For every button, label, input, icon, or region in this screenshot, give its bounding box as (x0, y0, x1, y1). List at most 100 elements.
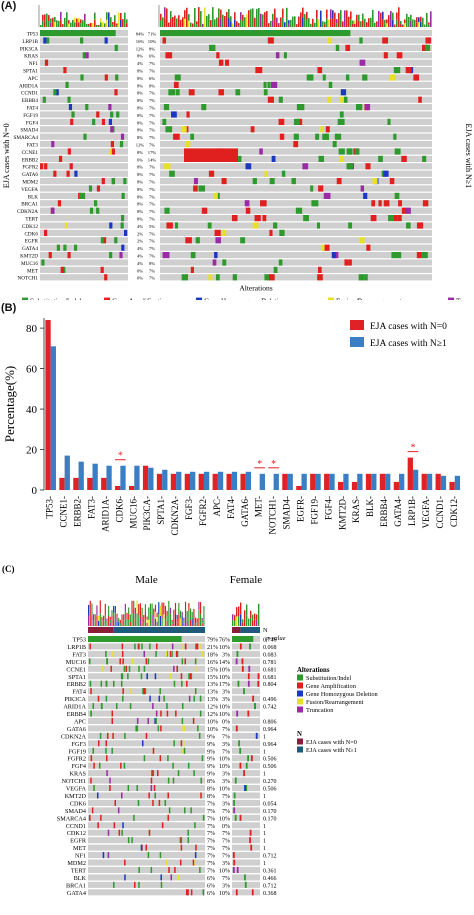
legend-label: Gene Homozygous Deletion (306, 691, 379, 698)
mutation-count-bar (183, 617, 185, 621)
oncoprint-cell (100, 266, 104, 273)
oncoprint-cell (175, 710, 177, 717)
oncoprint-cell (120, 222, 124, 229)
oncoprint-cell (156, 643, 158, 650)
pct-left-label: 4% (137, 61, 143, 66)
mutation-count-bar (332, 18, 334, 27)
oncoprint-cell (364, 104, 371, 111)
mutation-count-bar (276, 17, 278, 23)
bar-n0 (449, 481, 455, 490)
oncoprint-cell (394, 148, 401, 155)
mutation-count-bar (254, 619, 256, 626)
oncoprint-cell (245, 207, 251, 214)
oncoprint-cell (331, 252, 336, 259)
oncoprint-cell (110, 141, 114, 148)
oncoprint-cell (115, 703, 118, 710)
mutation-count-bar (160, 20, 162, 27)
pct-right-label: 7% (149, 120, 155, 125)
pct-left-label: 8% (137, 202, 143, 207)
legend-title-n: N (297, 731, 302, 738)
mutation-count-bar (396, 12, 398, 20)
oncoprint-row-bg (160, 111, 432, 118)
mutation-count-bar (68, 20, 70, 24)
mutation-count-bar (119, 622, 121, 626)
oncoprint-cell (105, 740, 107, 747)
oncoprint-cell (85, 104, 89, 111)
oncoprint-cell (201, 104, 207, 111)
oncoprint-row-bg (232, 822, 260, 829)
mutation-count-bar (244, 618, 246, 626)
gene-label: FAT4 (27, 106, 39, 112)
mutation-count-bar (274, 8, 276, 27)
mutation-count-bar (89, 617, 91, 626)
mutation-count-bar (392, 19, 394, 27)
oncoprint-cell (275, 52, 280, 59)
bar-n0 (212, 473, 218, 490)
mutation-count-bar (258, 17, 260, 27)
mutation-count-bar (402, 25, 404, 27)
oncoprint-cell (233, 792, 236, 799)
mutation-count-bar (156, 621, 158, 626)
oncoprint-row-bg (40, 163, 128, 170)
mutation-count-bar (108, 615, 110, 626)
mutation-count-bar (300, 12, 302, 27)
oncoprint-cell (181, 274, 189, 281)
mutation-count-bar (159, 615, 162, 626)
oncoprint-row-bg (232, 665, 260, 672)
oncoprint-cell (321, 244, 325, 251)
mutation-count-bar (354, 20, 356, 24)
mutation-count-bar (184, 601, 187, 614)
mutation-count-bar (68, 23, 70, 27)
bar-n1 (301, 473, 307, 490)
mutation-count-bar (366, 22, 368, 27)
oncoprint-cell (60, 266, 64, 273)
pct-left-label: 8% (137, 135, 143, 140)
mutation-count-bar (203, 612, 205, 620)
oncoprint-cell (148, 792, 150, 799)
mutation-count-bar (364, 18, 366, 27)
mutation-count-bar (121, 620, 123, 626)
legend-swatch-n1 (350, 337, 364, 347)
oncoprint-cell (169, 650, 172, 657)
oncoprint-cell (252, 695, 255, 702)
mutation-count-bar (228, 9, 230, 19)
oncoprint-cell (335, 44, 340, 51)
oncoprint-cell (91, 807, 94, 814)
oncoprint-cell (186, 111, 190, 118)
p-value: 1 (263, 824, 266, 830)
oncoprint-cell (295, 207, 303, 214)
oncoprint-cell (97, 695, 100, 702)
pct-right-label: 7% (149, 69, 155, 74)
mutation-count-bar (320, 10, 322, 28)
oncoprint-cell (160, 725, 162, 732)
gene-label: MDM2 (22, 180, 38, 186)
oncoprint-cell (146, 673, 148, 680)
oncoprint-cell (166, 710, 169, 717)
oncoprint-cell (69, 163, 73, 170)
p-value: 0.170 (263, 816, 277, 822)
pct-right-label: 7% (149, 106, 155, 111)
mutation-count-bar (183, 623, 185, 626)
bar-n0 (282, 473, 288, 490)
mutation-count-bar (114, 21, 116, 27)
oncoprint-cell (175, 89, 180, 96)
oncoprint-row-bg (40, 229, 128, 236)
mutation-count-bar (318, 19, 320, 27)
mutation-count-bar (134, 607, 136, 614)
oncoprint-cell (194, 859, 196, 866)
panel-b-bar-chart: (B) 0 20 40 60 80 Percentage(%) TP53- CCNE1- ERB… (0, 302, 474, 555)
mutation-count-bar (336, 19, 338, 24)
oncoprint-row-bg (40, 74, 128, 81)
oncoprint-cell (273, 266, 278, 273)
oncoprint-cell (359, 37, 363, 44)
oncoprint-cell (100, 814, 102, 821)
significance-mark: * (271, 459, 276, 470)
mutation-count-bar (342, 21, 344, 27)
pct-left-label: 8% (137, 217, 143, 222)
mutation-count-bar (99, 613, 101, 626)
female-pct-label: 10% (219, 675, 230, 681)
gene-label: KMT2D (20, 254, 38, 260)
oncoprint-cell (316, 222, 320, 229)
oncoprint-cell (165, 859, 168, 866)
oncoprint-row-bg (160, 252, 432, 259)
